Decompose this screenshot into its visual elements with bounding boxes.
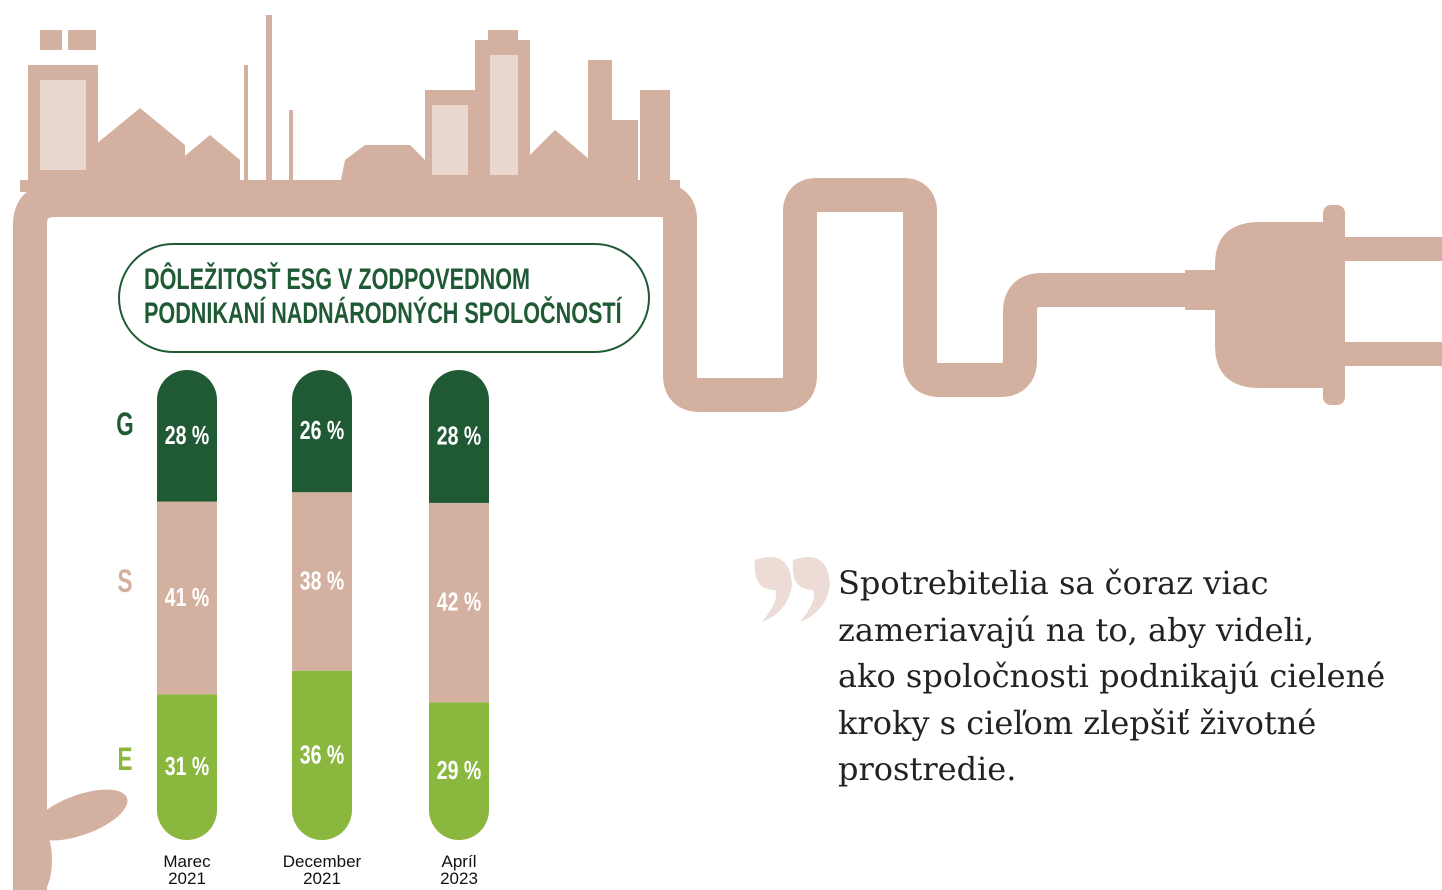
- bar-segment: [429, 370, 489, 503]
- quote-line: kroky s cieľom zlepšiť životné: [838, 703, 1317, 742]
- value-label: 38 %: [300, 566, 344, 595]
- bar-segment: [292, 492, 352, 671]
- title-line: DÔLEŽITOSŤ ESG V ZODPOVEDNOM: [144, 263, 531, 296]
- legend-label: G: [116, 406, 133, 442]
- bar-segment: [157, 370, 217, 502]
- legend-label: E: [118, 741, 133, 777]
- value-label: 41 %: [165, 582, 209, 611]
- chart-title: DÔLEŽITOSŤ ESG V ZODPOVEDNOM PODNIKANÍ NA…: [118, 243, 650, 353]
- decor: [13, 15, 1442, 890]
- bar-segment: [292, 370, 352, 493]
- bar-segment: [429, 502, 489, 703]
- column: [157, 370, 217, 840]
- quote-line: Spotrebitelia sa čoraz viac: [838, 564, 1269, 602]
- quote-mark: [754, 557, 830, 622]
- value-label: 28 %: [165, 420, 209, 449]
- title-line: PODNIKANÍ NADNÁRODNÝCH SPOLOČNOSTÍ: [144, 297, 622, 330]
- quote-line: zameriavajú na to, aby videli,: [838, 610, 1315, 649]
- bar-segment: [429, 702, 489, 840]
- bar-segment: [292, 670, 352, 840]
- quote: Spotrebitelia sa čoraz viac zameriavajú n…: [838, 560, 1385, 793]
- x-tick-label: Apríl 2023: [440, 852, 478, 888]
- column: [292, 370, 352, 840]
- value-label: 29 %: [437, 755, 481, 784]
- value-label: 31 %: [165, 751, 209, 780]
- quote-line: prostredie.: [838, 750, 1017, 788]
- value-label: 28 %: [437, 421, 481, 450]
- legend-label: S: [118, 563, 133, 599]
- bar-segment: [157, 694, 217, 840]
- quote-line: ako spoločnosti podnikajú cielené: [838, 657, 1386, 695]
- x-tick-label: Marec 2021: [163, 852, 211, 888]
- column: [429, 370, 489, 840]
- windows: [40, 55, 518, 175]
- x-tick-label: December 2021: [282, 852, 362, 888]
- value-label: 36 %: [300, 740, 344, 769]
- value-label: 26 %: [300, 415, 344, 444]
- value-label: 42 %: [437, 587, 481, 616]
- bar-segment: [157, 501, 217, 695]
